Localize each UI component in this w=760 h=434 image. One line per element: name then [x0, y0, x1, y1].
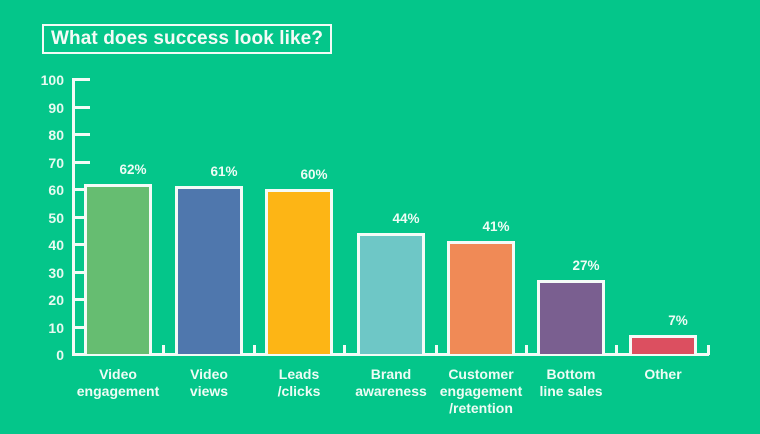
y-tick-mark: [72, 133, 90, 136]
bar: [265, 189, 333, 354]
y-tick-mark: [72, 105, 90, 109]
y-tick-mark: [72, 243, 90, 246]
bar: [629, 334, 697, 354]
category-label: Video views: [189, 366, 229, 399]
category-label: Brand awareness: [355, 366, 427, 399]
x-tick-mark: [525, 345, 528, 355]
category-label: Video engagement: [76, 366, 160, 399]
category-label: Bottom line sales: [539, 366, 603, 399]
x-tick-mark: [162, 345, 165, 355]
x-tick-mark: [253, 345, 256, 355]
y-tick-mark: [72, 78, 90, 81]
bar-value-label: 61%: [210, 164, 238, 180]
y-tick-label: 30: [48, 264, 64, 281]
bar-value-label: 27%: [572, 257, 600, 273]
y-tick-label: 40: [48, 237, 64, 253]
y-tick-label: 10: [48, 319, 64, 336]
bar-value-label: 44%: [392, 211, 420, 226]
bar-value-label: 62%: [119, 161, 147, 177]
y-tick-label: 90: [48, 99, 64, 116]
category-label: Other: [644, 366, 682, 382]
y-tick-label: 50: [48, 209, 64, 226]
bar: [357, 233, 425, 354]
y-tick-label: 70: [48, 154, 64, 171]
y-tick-mark: [72, 215, 90, 219]
y-tick-mark: [72, 325, 90, 329]
y-tick-label: 80: [48, 127, 64, 143]
y-tick-label: 60: [48, 182, 64, 198]
bar-value-label: 41%: [482, 219, 510, 235]
bar: [175, 186, 243, 354]
bar: [447, 241, 515, 354]
y-tick-mark: [72, 298, 90, 301]
x-tick-mark: [707, 345, 710, 355]
y-tick-label: 20: [48, 292, 64, 308]
y-tick-label: 0: [56, 347, 64, 363]
x-axis-line: [72, 353, 709, 356]
chart-title: What does success look like?: [42, 24, 333, 54]
y-tick-mark: [72, 188, 90, 191]
x-tick-mark: [435, 345, 438, 355]
y-tick-mark: [72, 160, 90, 164]
bar-value-label: 7%: [668, 312, 688, 328]
bar: [537, 279, 605, 354]
category-label: Leads /clicks: [277, 366, 321, 399]
x-tick-mark: [343, 345, 346, 355]
y-tick-mark: [72, 270, 90, 274]
x-tick-mark: [615, 345, 618, 355]
category-label: Customer engagement /retention: [439, 366, 523, 416]
bar-value-label: 60%: [300, 167, 328, 182]
y-tick-label: 100: [40, 72, 64, 88]
bar: [84, 183, 152, 354]
